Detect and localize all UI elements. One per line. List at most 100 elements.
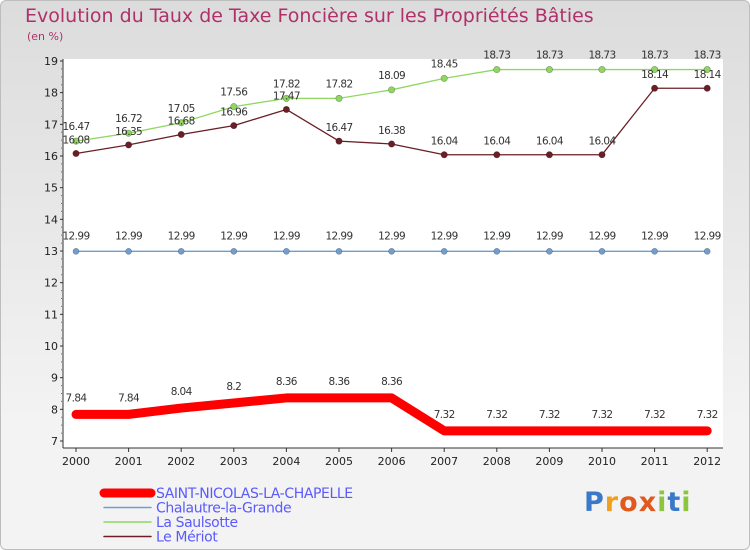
brand-letter: x bbox=[638, 487, 658, 518]
series-point-2 bbox=[72, 137, 80, 145]
x-tick-label: 2001 bbox=[115, 455, 143, 468]
x-tick-label: 2010 bbox=[588, 455, 616, 468]
x-tick-label: 2008 bbox=[483, 455, 511, 468]
data-label-0: 7.84 bbox=[118, 392, 140, 404]
brand-letter: o bbox=[619, 487, 639, 518]
chart-title: Evolution du Taux de Taxe Foncière sur l… bbox=[25, 5, 594, 27]
series-point-3 bbox=[651, 84, 659, 92]
data-label-0: 8.04 bbox=[171, 386, 193, 398]
y-tick-label: 15 bbox=[44, 182, 58, 195]
series-point-1 bbox=[493, 248, 501, 255]
y-tick-label: 11 bbox=[44, 308, 58, 321]
series-point-2 bbox=[388, 86, 396, 94]
legend-label-3: Le Mériot bbox=[156, 530, 218, 546]
series-point-2 bbox=[545, 66, 553, 74]
data-label-3: 18.14 bbox=[694, 69, 722, 81]
series-point-1 bbox=[703, 248, 711, 255]
data-label-1: 12.99 bbox=[325, 230, 352, 242]
data-label-1: 12.99 bbox=[641, 230, 668, 242]
x-tick-label: 2011 bbox=[641, 455, 669, 468]
data-label-3: 16.38 bbox=[378, 125, 405, 137]
data-label-2: 17.56 bbox=[220, 87, 248, 99]
series-point-1 bbox=[335, 248, 343, 255]
y-tick-label: 12 bbox=[44, 277, 58, 290]
series-point-3 bbox=[493, 151, 501, 159]
data-label-2: 17.05 bbox=[168, 103, 195, 115]
series-point-1 bbox=[440, 248, 448, 255]
brand-letter: i bbox=[681, 487, 692, 518]
data-label-2: 17.82 bbox=[273, 78, 300, 90]
x-tick-label: 2009 bbox=[535, 455, 563, 468]
data-label-2: 18.73 bbox=[483, 50, 510, 62]
data-label-3: 16.47 bbox=[325, 122, 352, 134]
data-label-3: 16.04 bbox=[431, 136, 459, 148]
series-point-2 bbox=[651, 66, 659, 74]
data-label-2: 16.72 bbox=[115, 113, 142, 125]
legend-label-0: SAINT-NICOLAS-LA-CHAPELLE bbox=[156, 486, 353, 502]
x-tick-label: 2007 bbox=[430, 455, 458, 468]
series-point-3 bbox=[335, 137, 343, 145]
data-label-1: 12.99 bbox=[62, 230, 89, 242]
series-point-1 bbox=[283, 248, 290, 255]
data-label-0: 7.32 bbox=[697, 409, 718, 421]
data-label-1: 12.99 bbox=[431, 230, 458, 242]
series-point-3 bbox=[703, 84, 711, 92]
data-label-1: 12.99 bbox=[168, 230, 195, 242]
series-point-2 bbox=[177, 119, 185, 127]
y-tick-label: 14 bbox=[44, 213, 58, 226]
data-label-3: 16.04 bbox=[536, 136, 564, 148]
unit-label: (en %) bbox=[27, 30, 64, 43]
data-label-2: 18.09 bbox=[378, 70, 405, 82]
series-point-3 bbox=[545, 151, 553, 159]
x-tick-label: 2004 bbox=[272, 455, 300, 468]
y-tick-label: 18 bbox=[44, 87, 58, 100]
series-point-2 bbox=[335, 94, 343, 102]
series-point-2 bbox=[282, 94, 290, 102]
brand-letter: t bbox=[667, 487, 682, 518]
brand-letter: P bbox=[584, 487, 605, 518]
series-point-2 bbox=[125, 129, 133, 137]
data-label-3: 16.68 bbox=[168, 115, 195, 127]
series-point-2 bbox=[440, 74, 448, 82]
series-point-1 bbox=[651, 248, 658, 255]
series-point-3 bbox=[230, 122, 238, 130]
series-point-1 bbox=[177, 248, 185, 255]
data-label-3: 16.04 bbox=[588, 136, 616, 148]
series-point-3 bbox=[72, 149, 80, 157]
series-point-3 bbox=[440, 151, 448, 159]
data-label-2: 18.45 bbox=[431, 58, 458, 70]
series-point-3 bbox=[388, 140, 396, 148]
data-label-0: 7.32 bbox=[592, 409, 613, 421]
series-point-3 bbox=[282, 105, 290, 113]
data-label-3: 16.96 bbox=[220, 107, 248, 119]
series-point-3 bbox=[125, 141, 133, 149]
series-point-1 bbox=[230, 248, 238, 255]
x-tick-label: 2003 bbox=[220, 455, 248, 468]
series-point-1 bbox=[72, 248, 80, 255]
data-label-2: 18.73 bbox=[641, 50, 668, 62]
data-label-1: 12.99 bbox=[378, 230, 405, 242]
series-point-1 bbox=[598, 248, 606, 255]
y-tick-label: 13 bbox=[44, 245, 58, 258]
x-tick-label: 2002 bbox=[167, 455, 195, 468]
data-label-0: 7.32 bbox=[644, 409, 665, 421]
brand-logo: Proxiti bbox=[584, 487, 692, 518]
data-label-0: 7.32 bbox=[486, 409, 507, 421]
data-label-0: 8.36 bbox=[276, 376, 298, 388]
series-point-2 bbox=[493, 66, 501, 74]
legend-label-1: Chalautre-la-Grande bbox=[156, 501, 291, 517]
data-label-3: 18.14 bbox=[641, 69, 669, 81]
data-label-0: 7.84 bbox=[66, 392, 88, 404]
data-label-3: 16.35 bbox=[115, 126, 142, 138]
data-label-1: 12.99 bbox=[694, 230, 721, 242]
x-tick-label: 2012 bbox=[693, 455, 721, 468]
data-label-1: 12.99 bbox=[588, 230, 615, 242]
data-label-2: 18.73 bbox=[588, 50, 615, 62]
data-label-1: 12.99 bbox=[220, 230, 247, 242]
series-point-1 bbox=[546, 248, 553, 255]
data-label-1: 12.99 bbox=[536, 230, 563, 242]
data-label-3: 17.47 bbox=[273, 90, 300, 102]
y-tick-label: 8 bbox=[51, 403, 58, 416]
data-label-2: 16.47 bbox=[62, 121, 89, 133]
